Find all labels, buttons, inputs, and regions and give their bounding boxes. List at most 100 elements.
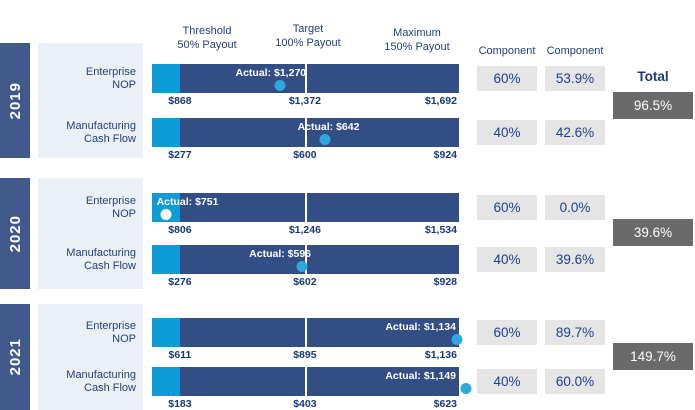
header-target: Target 100% Payout xyxy=(275,22,340,51)
metric-label-line1: Enterprise xyxy=(85,194,136,207)
target-marker-line xyxy=(304,64,307,93)
payout-bar: Actual: $1,270 xyxy=(152,64,459,93)
actual-value-label: Actual: $1,134 xyxy=(385,321,456,333)
header-component-payout: Component xyxy=(546,45,604,57)
target-marker-line xyxy=(304,318,307,347)
header-target-line1: Target xyxy=(292,23,324,35)
target-value: $895 xyxy=(293,349,317,361)
metric-row-2020-manufacturing-cash-flow: Manufacturing Cash Flow Actual: $596 $27… xyxy=(0,245,695,289)
maximum-value: $1,692 xyxy=(424,95,457,107)
year-band-2020: 2020 xyxy=(0,178,30,289)
total-payout-box-2020: 39.6% xyxy=(613,219,693,246)
metric-label-panel xyxy=(38,43,143,158)
actual-value-dot xyxy=(319,134,331,145)
target-marker-line xyxy=(304,118,307,147)
metric-label-line1: Manufacturing xyxy=(66,246,136,259)
header-maximum-line1: Maximum xyxy=(393,27,441,39)
metric-label-line1: Enterprise xyxy=(85,319,136,332)
metric-label: Manufacturing Cash Flow xyxy=(38,367,136,396)
header-threshold: Threshold 50% Payout xyxy=(177,24,236,53)
below-threshold-segment xyxy=(152,118,180,147)
metric-row-2019-enterprise-nop: Enterprise NOP Actual: $1,270 $868 $1,37… xyxy=(0,64,695,108)
maximum-value: $928 xyxy=(433,276,457,288)
component-weight-box: 40% xyxy=(477,120,537,145)
section-2021: 2021 Enterprise NOP Actual: $1,134 $611 … xyxy=(0,304,695,410)
actual-value-label: Actual: $596 xyxy=(249,248,312,260)
year-band-2019: 2019 xyxy=(0,43,30,158)
below-threshold-segment xyxy=(152,318,180,347)
component-payout-box: 39.6% xyxy=(545,247,605,272)
metric-label-line2: Cash Flow xyxy=(84,132,136,145)
actual-value-dot xyxy=(296,261,308,272)
metric-row-2019-manufacturing-cash-flow: Manufacturing Cash Flow Actual: $642 $27… xyxy=(0,118,695,162)
scale-values: $611 $895 $1,136 xyxy=(152,349,459,362)
maximum-value: $1,136 xyxy=(424,349,457,361)
section-2019: 2019 Enterprise NOP Actual: $1,270 $868 … xyxy=(0,43,695,161)
scale-values: $806 $1,246 $1,534 xyxy=(152,224,459,237)
metric-label-line2: NOP xyxy=(112,207,136,220)
payout-bar: Actual: $596 xyxy=(152,245,459,274)
actual-value-label: Actual: $1,149 xyxy=(385,370,456,382)
header-threshold-line2: 50% Payout xyxy=(177,39,237,52)
target-value: $403 xyxy=(293,398,317,410)
below-threshold-segment xyxy=(152,245,180,274)
header-total: Total xyxy=(637,69,669,84)
metric-label-line2: Cash Flow xyxy=(84,259,136,272)
metric-label: Manufacturing Cash Flow xyxy=(38,118,136,147)
metric-label-line1: Manufacturing xyxy=(66,368,136,381)
target-marker-line xyxy=(304,193,307,222)
component-payout-box: 60.0% xyxy=(545,369,605,394)
maximum-value: $1,534 xyxy=(424,224,457,236)
threshold-value: $806 xyxy=(168,224,192,236)
below-threshold-segment xyxy=(152,367,180,396)
maximum-value: $623 xyxy=(433,398,457,410)
payout-bar: Actual: $1,134 xyxy=(152,318,463,347)
threshold-value: $868 xyxy=(168,95,192,107)
threshold-value: $183 xyxy=(168,398,192,410)
component-payout-box: 53.9% xyxy=(545,66,605,91)
header-maximum: Maximum 150% Payout xyxy=(384,26,449,55)
target-value: $1,372 xyxy=(288,95,321,107)
component-weight-box: 40% xyxy=(477,247,537,272)
section-2020: 2020 Enterprise NOP Actual: $751 $806 $1… xyxy=(0,178,695,289)
year-band-2021: 2021 xyxy=(0,304,30,410)
metric-row-2020-enterprise-nop: Enterprise NOP Actual: $751 $806 $1,246 … xyxy=(0,193,695,237)
actual-value-label: Actual: $642 xyxy=(297,121,360,133)
metric-row-2021-enterprise-nop: Enterprise NOP Actual: $1,134 $611 $895 … xyxy=(0,318,695,362)
target-marker-line xyxy=(304,367,307,396)
metric-label-panel xyxy=(38,304,143,410)
target-marker-line xyxy=(304,245,307,274)
component-weight-box: 60% xyxy=(477,66,537,91)
component-payout-box: 89.7% xyxy=(545,320,605,345)
metric-label-line1: Manufacturing xyxy=(66,119,136,132)
payout-bar: Actual: $1,149 xyxy=(152,367,472,396)
maximum-value: $924 xyxy=(433,149,457,161)
header-maximum-line2: 150% Payout xyxy=(384,41,450,54)
scale-values: $183 $403 $623 xyxy=(152,398,459,410)
metric-label: Enterprise NOP xyxy=(38,193,136,222)
scale-values: $868 $1,372 $1,692 xyxy=(152,95,459,108)
target-value: $600 xyxy=(293,149,317,161)
component-weight-box: 60% xyxy=(477,195,537,220)
component-payout-box: 42.6% xyxy=(545,120,605,145)
target-value: $602 xyxy=(293,276,317,288)
total-payout-box-2019: 96.5% xyxy=(613,92,693,119)
metric-label-line2: NOP xyxy=(112,78,136,91)
payout-bar: Actual: $751 xyxy=(152,193,459,222)
scale-values: $276 $602 $928 xyxy=(152,276,459,289)
metric-label-panel xyxy=(38,178,143,289)
metric-label: Manufacturing Cash Flow xyxy=(38,245,136,274)
metric-row-2021-manufacturing-cash-flow: Manufacturing Cash Flow Actual: $1,149 $… xyxy=(0,367,695,410)
target-value: $1,246 xyxy=(288,224,321,236)
header-target-line2: 100% Payout xyxy=(275,37,341,50)
actual-value-dot xyxy=(160,209,172,220)
payout-bar: Actual: $642 xyxy=(152,118,459,147)
metric-label: Enterprise NOP xyxy=(38,64,136,93)
threshold-value: $276 xyxy=(168,276,192,288)
metric-label-line1: Enterprise xyxy=(85,65,136,78)
actual-value-dot xyxy=(460,383,472,394)
header-threshold-line1: Threshold xyxy=(182,25,232,37)
total-payout-box-2021: 149.7% xyxy=(613,343,693,370)
component-weight-box: 60% xyxy=(477,320,537,345)
